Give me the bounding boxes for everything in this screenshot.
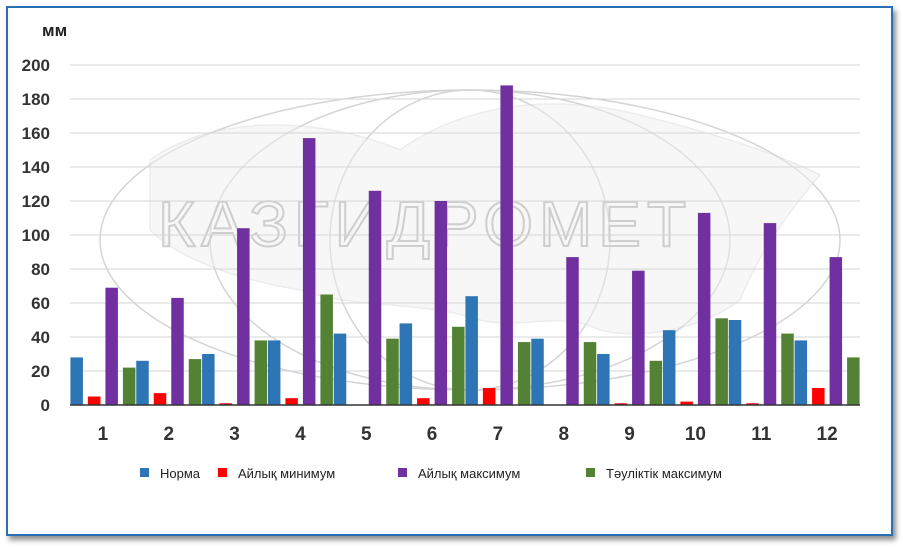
y-tick-label: 60 [31,294,50,313]
bars [70,85,860,406]
y-tick-label: 40 [31,328,50,347]
bar [188,359,202,405]
x-tick-label: 12 [817,424,838,445]
y-tick-label: 180 [22,90,50,109]
bar [136,360,149,405]
legend-swatch [218,468,227,477]
bar [70,357,83,405]
bar [386,338,399,405]
bar [153,393,167,405]
x-tick-label: 7 [493,424,504,445]
bar [452,326,465,405]
bar [566,257,579,405]
x-tick-label: 6 [427,424,438,445]
bar [680,401,693,405]
bar [847,357,860,405]
bar [254,340,268,405]
bar [434,201,448,405]
legend: Норма Айлық минимум Айлық максимум Тәулікті… [140,466,722,481]
bar [237,228,250,405]
bar [781,333,794,405]
y-tick-label: 100 [22,226,50,245]
gridlines [70,64,860,372]
bar [105,287,118,405]
bar [517,342,531,405]
y-tick-label: 20 [31,362,50,381]
bar [202,354,215,405]
legend-swatch [140,468,149,477]
legend-label: Айлық максимум [418,466,520,481]
bar [87,396,101,405]
bar [482,388,496,405]
x-tick-label: 1 [98,424,109,445]
x-tick-label: 2 [163,424,174,445]
bar [583,342,597,405]
bar [632,270,645,405]
y-tick-label: 140 [22,158,50,177]
bar [812,388,825,405]
bar [531,338,544,405]
x-tick-label: 3 [229,424,240,445]
y-tick-label: 200 [22,56,50,75]
bar [368,190,382,405]
bar [285,398,298,405]
bar [662,330,676,405]
bar [333,333,347,405]
x-tick-label: 10 [685,424,706,445]
bar [614,403,628,405]
bar [171,297,184,405]
bar [465,296,478,405]
x-tick-labels: 1 2 3 4 5 6 7 8 9 10 11 12 [98,424,838,445]
y-tick-label: 0 [41,396,50,415]
bar [399,323,413,405]
legend-swatch [398,468,407,477]
x-tick-label: 4 [295,424,306,445]
y-tick-labels: 0 20 40 60 80 100 120 140 160 180 200 [22,56,50,415]
bar [267,340,281,405]
legend-label: Айлық минимум [238,466,335,481]
bar [829,257,843,405]
legend-label: Норма [160,466,201,481]
bar [500,85,513,406]
bar [697,212,711,405]
x-tick-label: 5 [361,424,372,445]
x-tick-label: 8 [558,424,569,445]
bar [219,403,233,405]
bar [597,354,610,405]
bar [122,367,136,405]
legend-swatch [586,468,595,477]
bar [649,360,663,405]
y-tick-label: 80 [31,260,50,279]
x-tick-label: 11 [751,424,772,445]
y-axis-unit: мм [42,21,67,40]
bar [302,138,316,405]
y-tick-label: 120 [22,192,50,211]
bar [715,318,728,405]
bar [794,340,808,405]
bar [728,320,742,405]
y-tick-label: 160 [22,124,50,143]
bar [320,294,333,405]
legend-label: Тәуліктік максимум [606,466,722,481]
bar [746,403,759,405]
watermark-logo: КАЗГИДРОМЕТ [99,89,841,391]
chart-frame [6,6,893,536]
x-tick-label: 9 [624,424,635,445]
bar [417,398,430,405]
bar [763,223,777,405]
